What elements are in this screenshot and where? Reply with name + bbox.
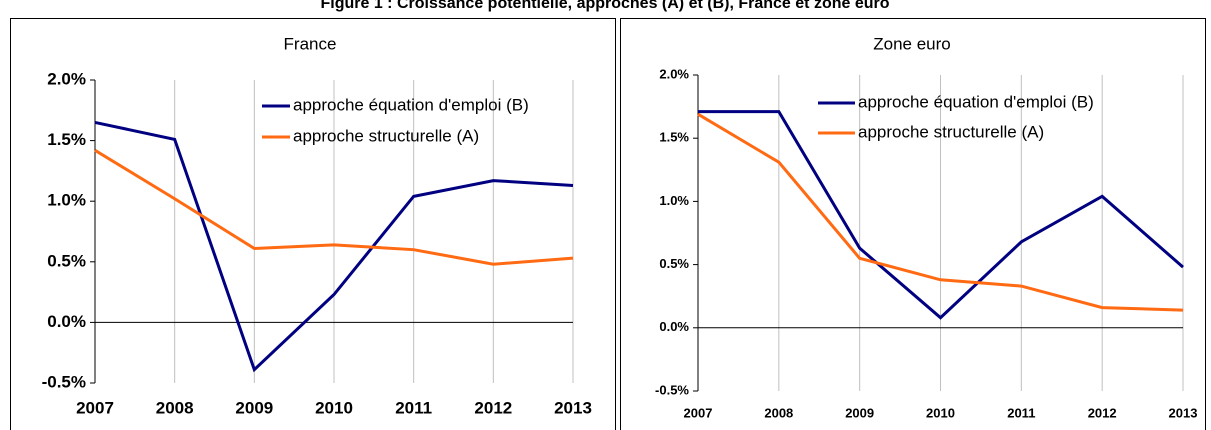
y-tick-label: 1.5% [659, 130, 689, 145]
legend-label: approche structurelle (A) [293, 126, 479, 145]
x-tick-label: 2008 [156, 398, 194, 417]
line-series [698, 110, 1184, 320]
x-tick-label: 2008 [764, 405, 793, 420]
y-tick-label: 0.0% [659, 319, 689, 334]
x-tick-label: 2012 [1088, 405, 1117, 420]
figure-title: Figure 1 : Croissance potentielle, appro… [321, 0, 890, 12]
legend-label: approche équation d'emploi (B) [293, 95, 529, 114]
chart-title: France [284, 34, 337, 53]
x-tick-label: 2007 [76, 398, 114, 417]
line-series [94, 149, 574, 266]
x-tick-label: 2009 [235, 398, 273, 417]
line-series [94, 120, 574, 373]
y-tick-label: 0.5% [47, 251, 86, 270]
y-tick-label: 2.0% [47, 69, 86, 88]
y-tick-label: -0.5% [42, 372, 86, 391]
x-tick-label: 2010 [315, 398, 353, 417]
x-tick-label: 2013 [554, 398, 592, 417]
y-tick-label: 1.0% [659, 193, 689, 208]
x-tick-label: 2009 [845, 405, 874, 420]
x-tick-label: 2011 [395, 398, 432, 417]
y-tick-label: 1.5% [47, 130, 86, 149]
panel-frame [620, 18, 1206, 430]
legend-label: approche équation d'emploi (B) [858, 92, 1094, 111]
x-tick-label: 2010 [926, 405, 955, 420]
x-tick-label: 2012 [474, 398, 512, 417]
y-tick-label: 2.0% [659, 66, 689, 81]
panel-frame [10, 18, 616, 430]
line-series [697, 112, 1184, 312]
y-tick-label: 1.0% [47, 191, 86, 210]
y-tick-label: 0.5% [659, 256, 689, 271]
x-tick-label: 2011 [1007, 405, 1035, 420]
y-tick-label: -0.5% [655, 382, 689, 397]
y-tick-label: 0.0% [47, 312, 86, 331]
legend-label: approche structurelle (A) [858, 122, 1044, 141]
x-tick-label: 2013 [1169, 405, 1198, 420]
chart-title: Zone euro [873, 34, 951, 53]
x-tick-label: 2007 [684, 405, 713, 420]
